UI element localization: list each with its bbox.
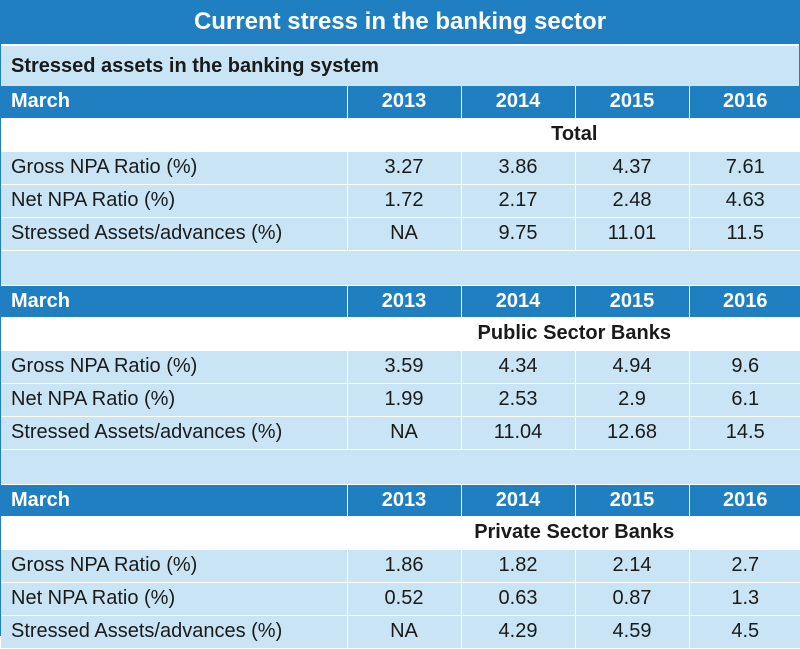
metric-label: Gross NPA Ratio (%): [1, 350, 348, 384]
column-header-year: 2016: [689, 86, 800, 119]
value-cell: 4.63: [689, 184, 800, 218]
column-header-label: March: [1, 86, 348, 119]
spacer-cell: [1, 250, 800, 286]
table-row: Gross NPA Ratio (%) 3.27 3.86 4.37 7.61: [1, 151, 800, 185]
table-row: Net NPA Ratio (%) 0.52 0.63 0.87 1.3: [1, 582, 800, 616]
spacer-cell: [1, 449, 800, 485]
chart-title: Current stress in the banking sector: [1, 0, 799, 46]
column-header-year: 2015: [575, 484, 690, 517]
value-cell: NA: [347, 217, 462, 251]
table-header-row: March 2013 2014 2015 2016: [1, 484, 800, 517]
group-name: Total: [347, 118, 800, 152]
column-header-year: 2013: [347, 484, 462, 517]
table-row: Net NPA Ratio (%) 1.72 2.17 2.48 4.63: [1, 184, 800, 218]
value-cell: 4.34: [461, 350, 576, 384]
value-cell: 3.27: [347, 151, 462, 185]
value-cell: 9.6: [689, 350, 800, 384]
value-cell: 2.53: [461, 383, 576, 417]
value-cell: 4.59: [575, 615, 690, 649]
value-cell: 3.59: [347, 350, 462, 384]
chart-subtitle: Stressed assets in the banking system: [1, 46, 799, 86]
value-cell: 1.3: [689, 582, 800, 616]
group-name-row: Private Sector Banks: [1, 516, 800, 550]
value-cell: 0.87: [575, 582, 690, 616]
value-cell: NA: [347, 615, 462, 649]
group-spacer-row: [1, 250, 800, 286]
value-cell: 7.61: [689, 151, 800, 185]
column-header-year: 2013: [347, 86, 462, 119]
value-cell: 0.63: [461, 582, 576, 616]
column-header-year: 2013: [347, 285, 462, 318]
metric-label: Net NPA Ratio (%): [1, 383, 348, 417]
value-cell: 11.04: [461, 416, 576, 450]
value-cell: 3.86: [461, 151, 576, 185]
value-cell: 2.7: [689, 549, 800, 583]
value-cell: 12.68: [575, 416, 690, 450]
metric-label: Gross NPA Ratio (%): [1, 549, 348, 583]
table-row: Net NPA Ratio (%) 1.99 2.53 2.9 6.1: [1, 383, 800, 417]
table-row: Stressed Assets/advances (%) NA 9.75 11.01 1…: [1, 217, 800, 251]
column-header-year: 2016: [689, 285, 800, 318]
group-name-row: Public Sector Banks: [1, 317, 800, 351]
metric-label: Stressed Assets/advances (%): [1, 615, 348, 649]
value-cell: 4.37: [575, 151, 690, 185]
group-name: Private Sector Banks: [347, 516, 800, 550]
group-name-spacer: [1, 317, 348, 351]
value-cell: 11.01: [575, 217, 690, 251]
value-cell: 1.82: [461, 549, 576, 583]
value-cell: 1.99: [347, 383, 462, 417]
value-cell: 1.72: [347, 184, 462, 218]
column-header-year: 2014: [461, 86, 576, 119]
table-row: Gross NPA Ratio (%) 3.59 4.34 4.94 9.6: [1, 350, 800, 384]
group-name-spacer: [1, 516, 348, 550]
group-name-row: Total: [1, 118, 800, 152]
group-spacer-row: [1, 449, 800, 485]
value-cell: NA: [347, 416, 462, 450]
column-header-year: 2015: [575, 86, 690, 119]
value-cell: 4.5: [689, 615, 800, 649]
value-cell: 11.5: [689, 217, 800, 251]
value-cell: 2.17: [461, 184, 576, 218]
column-header-year: 2015: [575, 285, 690, 318]
metric-label: Stressed Assets/advances (%): [1, 217, 348, 251]
table-row: Gross NPA Ratio (%) 1.86 1.82 2.14 2.7: [1, 549, 800, 583]
column-header-label: March: [1, 484, 348, 517]
value-cell: 9.75: [461, 217, 576, 251]
table-row: Stressed Assets/advances (%) NA 4.29 4.59 4.…: [1, 615, 800, 649]
table-row: Stressed Assets/advances (%) NA 11.04 12.68…: [1, 416, 800, 450]
metric-label: Gross NPA Ratio (%): [1, 151, 348, 185]
metric-label: Net NPA Ratio (%): [1, 582, 348, 616]
table-header-row: March 2013 2014 2015 2016: [1, 86, 800, 119]
value-cell: 14.5: [689, 416, 800, 450]
value-cell: 6.1: [689, 383, 800, 417]
table-header-row: March 2013 2014 2015 2016: [1, 285, 800, 318]
value-cell: 2.9: [575, 383, 690, 417]
npa-table: March 2013 2014 2015 2016 Total Gross NPA Rati…: [1, 86, 800, 649]
group-name-spacer: [1, 118, 348, 152]
value-cell: 2.14: [575, 549, 690, 583]
column-header-year: 2014: [461, 484, 576, 517]
value-cell: 4.94: [575, 350, 690, 384]
metric-label: Stressed Assets/advances (%): [1, 416, 348, 450]
value-cell: 0.52: [347, 582, 462, 616]
column-header-year: 2016: [689, 484, 800, 517]
group-name: Public Sector Banks: [347, 317, 800, 351]
metric-label: Net NPA Ratio (%): [1, 184, 348, 218]
column-header-label: March: [1, 285, 348, 318]
value-cell: 2.48: [575, 184, 690, 218]
value-cell: 4.29: [461, 615, 576, 649]
column-header-year: 2014: [461, 285, 576, 318]
value-cell: 1.86: [347, 549, 462, 583]
